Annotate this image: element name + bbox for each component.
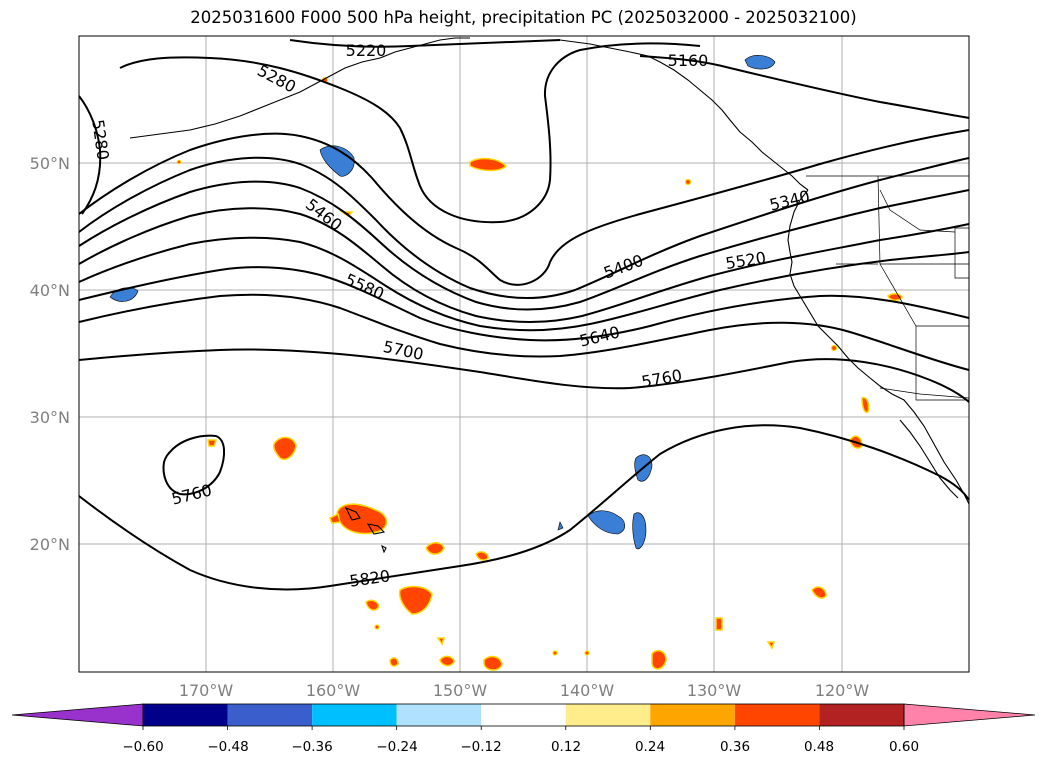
precip-positive-patch	[398, 585, 433, 615]
contour-5700	[78, 293, 970, 371]
precip-positive-patch	[273, 436, 297, 460]
precip-positive-patch	[584, 650, 590, 656]
lon-label: 150°W	[433, 681, 488, 700]
lat-label: 50°N	[30, 154, 70, 173]
precip-positive-patch	[365, 599, 380, 611]
latitude-labels: 50°N 40°N 30°N 20°N	[30, 154, 70, 554]
precip-negative-patch	[319, 145, 355, 177]
precip-positive-patch	[684, 178, 692, 186]
colorbar-segment	[734, 704, 820, 726]
precip-positive-patch	[766, 641, 776, 650]
precip-negative-patch	[744, 55, 776, 70]
colorbar-tick: 0.36	[720, 739, 750, 755]
lon-label: 120°W	[815, 681, 870, 700]
coastline-hawaii	[344, 506, 387, 554]
precip-patches	[109, 55, 903, 671]
contour-5820	[78, 424, 970, 591]
contour-label: 5160	[668, 51, 709, 70]
colorbar-extend-high	[903, 703, 1036, 727]
contour-5220	[289, 39, 561, 48]
precip-positive-patch	[887, 293, 903, 301]
height-contours	[78, 39, 970, 591]
precip-positive-patch	[436, 637, 446, 646]
colorbar-segment	[396, 704, 482, 726]
colorbar	[11, 703, 1036, 730]
lon-label: 160°W	[306, 681, 361, 700]
colorbar-segment	[481, 704, 566, 726]
contour-5520	[78, 207, 970, 323]
border-mexico	[879, 387, 970, 399]
precip-positive-patch	[425, 542, 445, 555]
contour-5760-loop	[162, 434, 226, 496]
colorbar-segment	[819, 704, 904, 726]
precip-negative-patch	[557, 521, 564, 531]
colorbar-tick: 0.24	[635, 739, 665, 755]
contour-5580	[78, 236, 970, 332]
precip-negative-patch	[587, 510, 626, 535]
coastline-north-america	[787, 189, 970, 505]
colorbar-tick: 0.12	[551, 739, 581, 755]
contour-5280-north	[119, 42, 701, 224]
contour-5160	[639, 55, 970, 119]
precip-positive-patch	[552, 650, 558, 656]
precip-positive-patch	[329, 512, 341, 524]
coastline-alaska-gulf	[559, 39, 809, 191]
colorbar-tick: 0.60	[889, 739, 919, 755]
precip-positive-patch	[439, 655, 455, 667]
lon-label: 130°W	[687, 681, 742, 700]
longitude-labels: 170°W 160°W 150°W 140°W 130°W 120°W	[179, 681, 870, 700]
precip-positive-patch	[176, 159, 182, 165]
map-panel: 5220 5160 5280 5280 5460 5340 5400 5520 …	[78, 35, 970, 673]
lon-label: 170°W	[179, 681, 234, 700]
precip-positive-patch	[483, 655, 503, 671]
precip-positive-patch	[469, 157, 508, 172]
precip-positive-patch	[830, 344, 838, 352]
contour-label: 5220	[346, 41, 387, 60]
precip-positive-patch	[475, 551, 489, 561]
precip-positive-patch	[651, 649, 667, 670]
colorbar-tick: −0.48	[207, 739, 248, 755]
contour-5760-top	[78, 348, 970, 403]
coastlines	[129, 37, 970, 554]
lat-label: 20°N	[30, 535, 70, 554]
contour-5640	[78, 266, 970, 342]
lon-label: 140°W	[560, 681, 615, 700]
precip-positive-patch	[861, 396, 870, 414]
colorbar-tick: −0.24	[376, 739, 417, 755]
coastline-alaska	[129, 37, 470, 139]
colorbar-extend-low	[11, 703, 144, 727]
colorbar-segment	[227, 704, 313, 726]
colorbar-tick: −0.12	[460, 739, 501, 755]
colorbar-outline	[142, 703, 905, 727]
lat-label: 40°N	[30, 281, 70, 300]
precip-positive-patch	[715, 617, 723, 631]
colorbar-segment	[650, 704, 735, 726]
lat-label: 30°N	[30, 408, 70, 427]
colorbar-segment	[312, 704, 397, 726]
political-borders	[806, 175, 970, 401]
contour-5340	[78, 129, 970, 286]
colorbar-segment	[565, 704, 651, 726]
colorbar-segment	[143, 704, 228, 726]
precip-positive-patch	[389, 657, 399, 667]
colorbar-ticks: −0.60 −0.48 −0.36 −0.24 −0.12 0.12 0.24 …	[122, 739, 919, 755]
colorbar-tick: −0.60	[122, 739, 163, 755]
precip-negative-patch	[632, 512, 647, 550]
border-state	[915, 326, 969, 401]
precip-positive-patch	[811, 586, 827, 599]
coastline-baja	[899, 419, 959, 499]
map-title: 2025031600 F000 500 hPa height, precipit…	[190, 8, 857, 27]
contour-5460	[78, 180, 970, 311]
colorbar-tick: −0.36	[291, 739, 332, 755]
colorbar-tick: 0.48	[804, 739, 834, 755]
precip-positive-patch	[374, 624, 380, 630]
precip-positive-patch	[207, 439, 218, 447]
contour-5400	[78, 156, 970, 300]
contour-5280-west	[78, 95, 102, 215]
